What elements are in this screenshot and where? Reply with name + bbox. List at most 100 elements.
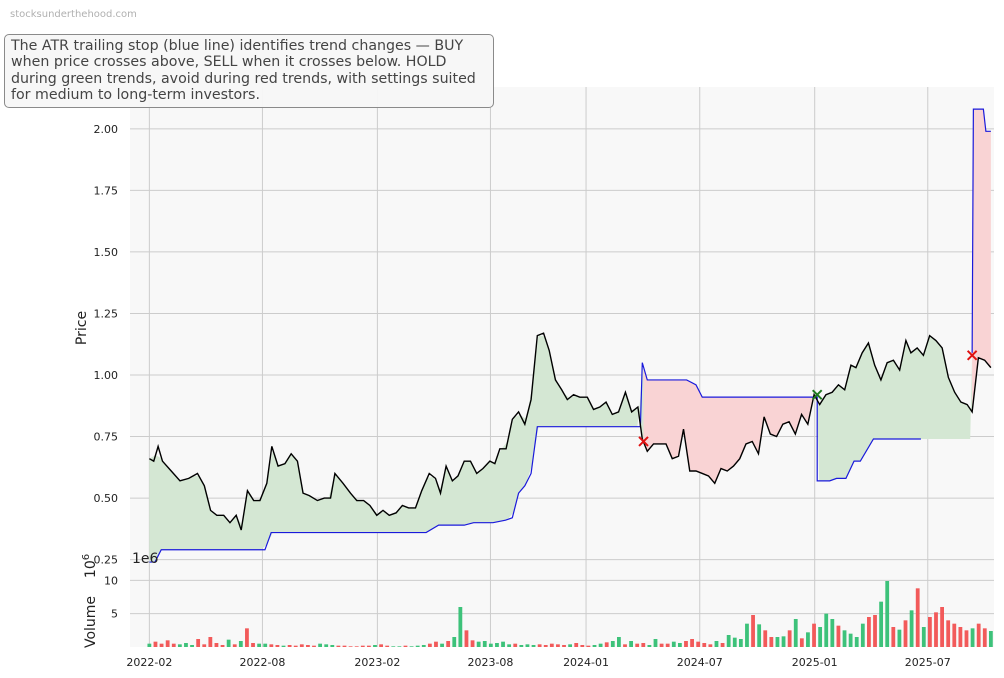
volume-bar — [793, 619, 798, 647]
volume-bar — [970, 628, 975, 647]
volume-bar — [245, 628, 249, 647]
price-tick-label: 0.50 — [94, 492, 119, 505]
volume-bar — [549, 643, 554, 647]
price-axis-label: Price — [74, 311, 90, 345]
volume-bar — [385, 645, 390, 647]
date-tick-label: 2022-08 — [239, 656, 285, 669]
volume-bar — [867, 617, 871, 647]
volume-bar — [409, 646, 414, 647]
volume-bar — [379, 644, 383, 647]
date-tick-label: 2022-02 — [126, 656, 172, 669]
volume-bar — [696, 641, 701, 647]
volume-bar — [501, 641, 505, 647]
volume-bar — [806, 632, 810, 647]
volume-bar — [781, 636, 786, 647]
volume-bar — [159, 643, 164, 647]
volume-bar — [903, 620, 908, 647]
signal-markers — [638, 350, 978, 447]
volume-bar — [708, 644, 713, 647]
volume-bar — [604, 642, 609, 647]
volume-bar — [208, 637, 213, 647]
price-tick-label: 1.50 — [94, 246, 119, 259]
volume-bar — [635, 643, 640, 647]
volume-tick-label: 5 — [111, 608, 118, 621]
volume-bar — [318, 643, 323, 647]
volume-bar — [446, 641, 451, 647]
volume-bar — [488, 643, 493, 647]
volume-bar — [452, 637, 457, 647]
volume-bar — [574, 643, 579, 647]
volume-bar — [525, 644, 530, 647]
date-tick-label: 2024-07 — [677, 656, 723, 669]
volume-bar — [306, 645, 310, 647]
volume-bar — [190, 645, 194, 647]
volume-bar — [196, 639, 201, 647]
price-tick-label: 1.75 — [94, 184, 119, 197]
annotation-box: The ATR trailing stop (blue line) identi… — [4, 34, 494, 109]
price-tick-label: 2.00 — [94, 123, 119, 136]
volume-bar — [470, 640, 475, 647]
volume-bar — [732, 637, 737, 647]
volume-bar — [720, 643, 725, 647]
volume-bar — [293, 645, 298, 647]
volume-bar — [324, 644, 329, 647]
uptrend-fill — [817, 336, 973, 481]
axis-ticks: 0.25 0.50 0.75 1.00 1.25 1.50 1.75 2.00 5 10 2022-… — [94, 123, 951, 669]
price-tick-label: 0.25 — [94, 554, 119, 567]
volume-bar — [714, 641, 719, 647]
volume-bar — [665, 643, 670, 647]
date-tick-label: 2024-01 — [563, 656, 609, 669]
volume-bar — [934, 612, 938, 647]
volume-bar — [232, 644, 237, 647]
volume-bar — [543, 645, 548, 647]
volume-bar — [854, 637, 859, 647]
volume-bar — [897, 629, 902, 647]
volume-bar — [848, 633, 853, 647]
volume-bar — [641, 643, 646, 647]
volume-bar — [787, 630, 792, 647]
volume-bar — [879, 601, 884, 647]
volume-bar — [153, 641, 158, 647]
volume-bar — [684, 641, 688, 647]
price-tick-label: 1.00 — [94, 369, 119, 382]
volume-bar — [281, 645, 286, 647]
volume-bar — [842, 630, 847, 647]
date-tick-label: 2023-02 — [354, 656, 400, 669]
price-line — [149, 332, 992, 531]
volume-bar — [927, 617, 932, 647]
downtrend-fill — [643, 367, 818, 483]
volume-bar — [391, 646, 396, 647]
volume-bar — [257, 643, 262, 647]
volume-bar — [519, 645, 524, 647]
volume-bar — [769, 637, 774, 647]
price-tick-label: 0.75 — [94, 431, 119, 444]
volume-bar — [671, 641, 676, 647]
volume-bar — [251, 643, 255, 647]
volume-bar — [354, 646, 359, 647]
volume-bar — [202, 644, 207, 647]
volume-bar — [818, 627, 823, 647]
date-tick-label: 2025-01 — [792, 656, 838, 669]
volume-bar — [299, 644, 304, 647]
volume-bar — [623, 644, 627, 647]
volume-bar — [873, 615, 877, 647]
volume-bar — [238, 641, 243, 647]
volume-bar — [952, 623, 957, 647]
volume-bar — [921, 627, 926, 647]
marker-stroke — [966, 350, 978, 361]
volume-bar — [342, 645, 347, 647]
volume-bar — [403, 645, 408, 647]
volume-bar — [348, 646, 353, 647]
volume-scale-label: 1e6 — [132, 551, 159, 567]
volume-bar — [891, 627, 896, 647]
volume-bar — [647, 645, 652, 647]
volume-bar — [690, 639, 694, 647]
volume-bar — [830, 619, 835, 647]
volume-bar — [751, 615, 755, 647]
volume-bar — [562, 645, 566, 647]
volume-bar — [568, 644, 573, 647]
volume-bar — [458, 607, 463, 647]
volume-bar — [745, 623, 749, 647]
volume-bar — [226, 639, 231, 647]
